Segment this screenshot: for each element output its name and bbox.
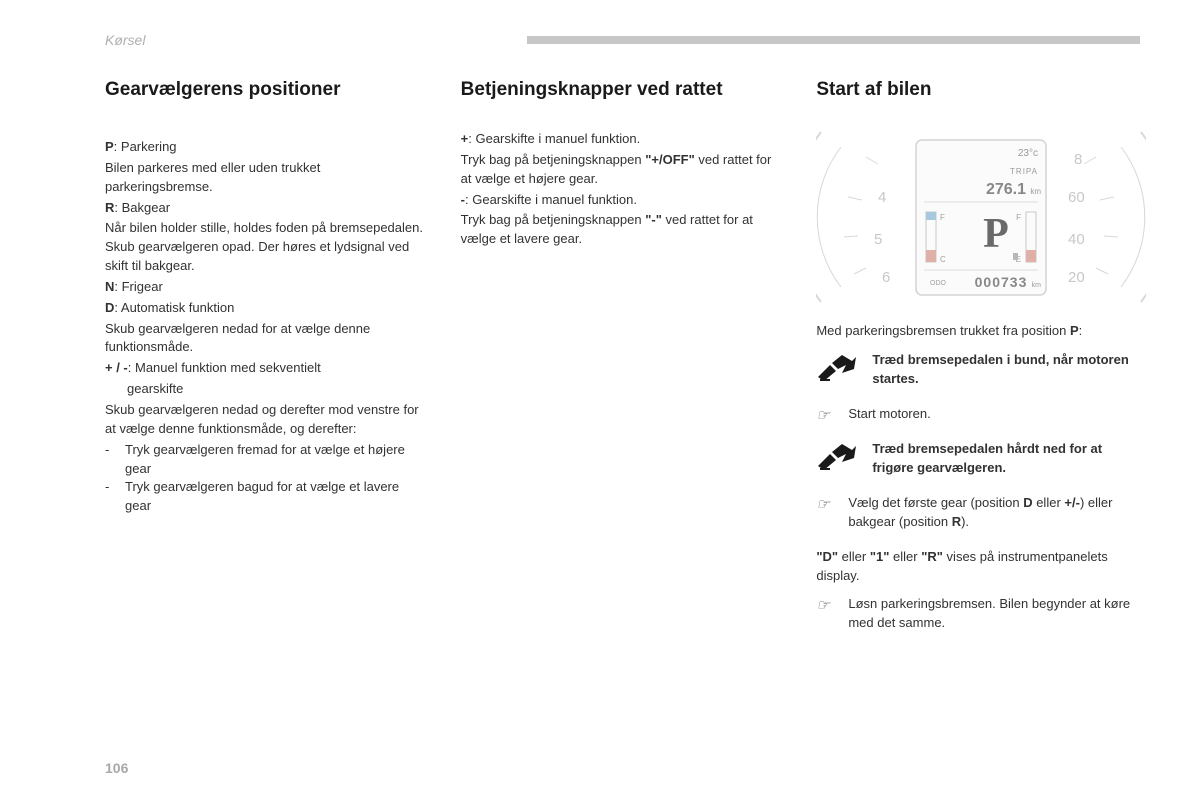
warning-row-2: Træd bremsepedalen hårdt ned for at frig…: [816, 440, 1140, 480]
svg-text:5: 5: [874, 231, 882, 248]
bullet-1: - Tryk gearvælgeren fremad for at vælge …: [105, 441, 429, 479]
svg-text:6: 6: [882, 269, 890, 286]
d-label-line: D: Automatisk funktion: [105, 299, 429, 318]
svg-text:F: F: [1016, 213, 1021, 222]
dashboard-illustration: 4 5 6 8 60 40 20 23°c TRIPA 276.1 km: [816, 122, 1146, 312]
minus-label-line: -: Gearskifte i manuel funktion.: [461, 191, 785, 210]
svg-text:60: 60: [1068, 189, 1085, 206]
warning-row-1: Træd bremsepedalen i bund, når motoren s…: [816, 351, 1140, 391]
pointer-icon: ☞: [816, 595, 834, 617]
header-bar: [527, 36, 1140, 44]
svg-text:km: km: [1032, 282, 1042, 289]
step-row-2: ☞ Vælg det første gear (position D eller…: [816, 494, 1140, 534]
intro-text: Med parkeringsbremsen trukket fra positi…: [816, 322, 1140, 341]
content-columns: Gearvælgerens positioner P: Parkering Bi…: [105, 78, 1140, 649]
brake-pedal-icon: [816, 440, 858, 472]
pm-label-line: + / -: Manuel funktion med sekventielt: [105, 359, 429, 378]
r-text: Når bilen holder stille, holdes foden på…: [105, 219, 429, 276]
plus-text: Tryk bag på betjeningsknappen "+/OFF" ve…: [461, 151, 785, 189]
heading-gear-positions: Gearvælgerens positioner: [105, 78, 429, 102]
svg-text:4: 4: [878, 189, 886, 206]
step-row-1: ☞ Start motoren.: [816, 405, 1140, 427]
svg-text:C: C: [940, 255, 946, 264]
page-header: Kørsel: [105, 30, 1140, 50]
heading-steering-controls: Betjeningsknapper ved rattet: [461, 78, 785, 102]
heading-start-car: Start af bilen: [816, 78, 1140, 102]
n-label-line: N: Frigear: [105, 278, 429, 297]
svg-text:20: 20: [1068, 269, 1085, 286]
step-row-3: ☞ Løsn parkeringsbremsen. Bilen begynder…: [816, 595, 1140, 635]
pm-text: Skub gearvælgeren nedad og derefter mod …: [105, 401, 429, 439]
p-label-line: P: Parkering: [105, 138, 429, 157]
page-number: 106: [105, 758, 128, 778]
svg-text:23°c: 23°c: [1018, 148, 1038, 159]
bullet-2: - Tryk gearvælgeren bagud for at vælge e…: [105, 478, 429, 516]
svg-text:P: P: [984, 211, 1010, 257]
d-text: Skub gearvælgeren nedad for at vælge den…: [105, 320, 429, 358]
step-3-text: Løsn parkeringsbremsen. Bilen begynder a…: [848, 595, 1140, 633]
svg-text:F: F: [940, 213, 945, 222]
r-label-line: R: Bakgear: [105, 199, 429, 218]
svg-text:40: 40: [1068, 231, 1085, 248]
minus-text: Tryk bag på betjeningsknappen "-" ved ra…: [461, 211, 785, 249]
section-title: Kørsel: [105, 30, 145, 50]
svg-text:ODO: ODO: [930, 280, 947, 287]
svg-text:000733: 000733: [975, 274, 1028, 290]
svg-text:TRIPA: TRIPA: [1010, 167, 1038, 176]
column-gear-positions: Gearvælgerens positioner P: Parkering Bi…: [105, 78, 429, 649]
display-text: "D" eller "1" eller "R" vises på instrum…: [816, 548, 1140, 586]
warning-2-text: Træd bremsepedalen hårdt ned for at frig…: [872, 440, 1140, 478]
warning-1-text: Træd bremsepedalen i bund, når motoren s…: [872, 351, 1140, 389]
pointer-icon: ☞: [816, 494, 834, 516]
svg-text:276.1: 276.1: [986, 181, 1026, 198]
column-start-car: Start af bilen 4 5 6: [816, 78, 1140, 649]
column-steering-controls: Betjeningsknapper ved rattet +: Gearskif…: [461, 78, 785, 649]
dash-icon: -: [105, 441, 117, 479]
brake-pedal-icon: [816, 351, 858, 383]
step-2-text: Vælg det første gear (position D eller +…: [848, 494, 1140, 532]
svg-text:8: 8: [1074, 151, 1082, 168]
pm-label-line2: gearskifte: [105, 380, 429, 399]
plus-label-line: +: Gearskifte i manuel funktion.: [461, 130, 785, 149]
p-text: Bilen parkeres med eller uden trukket pa…: [105, 159, 429, 197]
dash-icon: -: [105, 478, 117, 516]
svg-text:km: km: [1031, 187, 1042, 196]
step-1-text: Start motoren.: [848, 405, 930, 424]
pointer-icon: ☞: [816, 405, 834, 427]
